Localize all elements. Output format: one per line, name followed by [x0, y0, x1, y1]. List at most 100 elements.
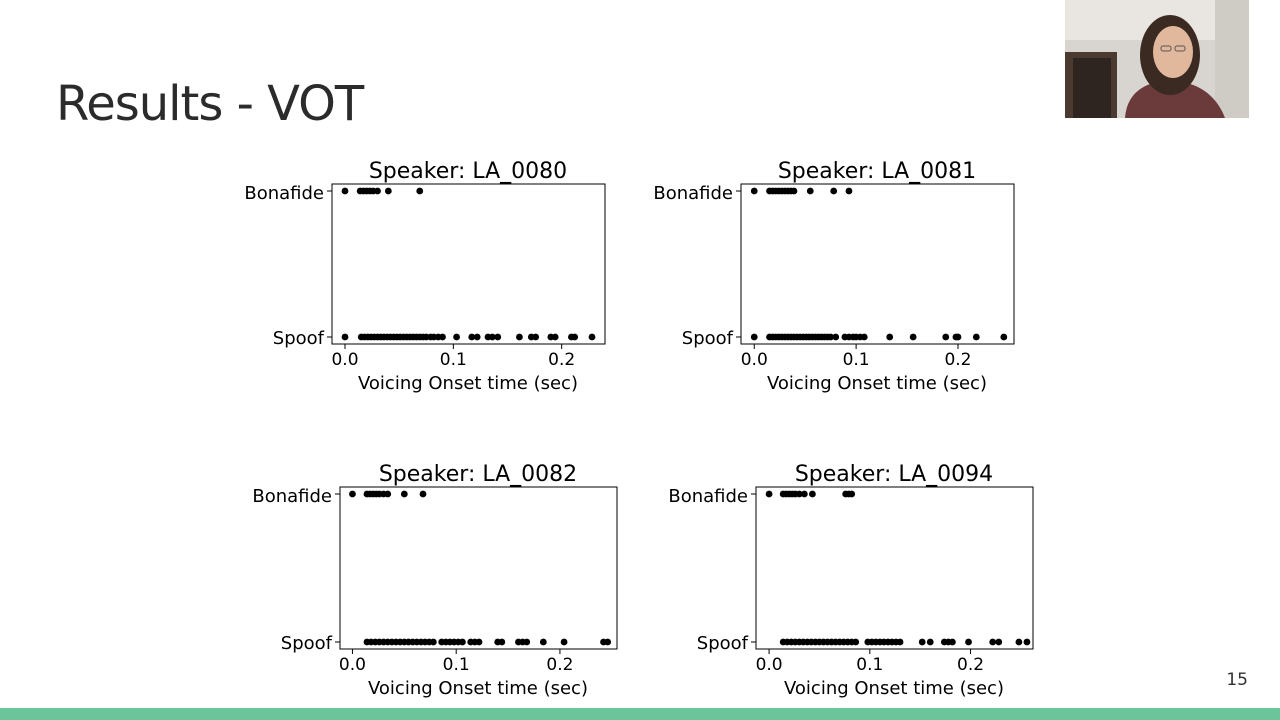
- x-tick-label: 0.2: [546, 655, 573, 675]
- spoof-point: [439, 333, 446, 341]
- x-ticks: 0.0 0.1 0.2: [751, 493, 984, 675]
- x-ticks: 0.0 0.1 0.2: [736, 190, 971, 370]
- spoof-point: [468, 333, 476, 341]
- spoof-point: [886, 333, 894, 341]
- data-points: [765, 490, 1031, 646]
- x-axis-label: Voicing Onset time (sec): [767, 373, 987, 394]
- plot-frame: [740, 183, 1015, 345]
- spoof-point: [488, 333, 496, 341]
- x-tick-label: 0.1: [843, 350, 870, 370]
- presenter-webcam-image: [1065, 0, 1249, 118]
- chart-la-0081: Speaker: LA_0081 Bonafide Spoof 0.0 0.1 0.…: [653, 159, 1015, 394]
- presenter-webcam-video: [1065, 0, 1249, 118]
- spoof-point: [1015, 638, 1023, 646]
- bonafide-point: [341, 187, 349, 195]
- chart-title: Speaker: LA_0082: [379, 462, 577, 487]
- spoof-point: [571, 333, 579, 341]
- bonafide-point: [384, 187, 392, 195]
- spoof-point: [604, 638, 612, 646]
- chart-title: Speaker: LA_0080: [369, 159, 567, 184]
- chart-la-0080: Speaker: LA_0080 Bonafide Spoof 0.0 0.1 0.…: [244, 159, 606, 394]
- spoof-point: [949, 638, 956, 646]
- x-tick-label: 0.0: [331, 350, 358, 370]
- spoof-point: [588, 333, 596, 341]
- spoof-point: [475, 638, 483, 646]
- slide-number: 15: [1226, 670, 1248, 690]
- y-tick-label-bonafide: Bonafide: [244, 183, 324, 204]
- bonafide-point: [848, 490, 856, 498]
- y-tick-label-spoof: Spoof: [273, 328, 325, 349]
- spoof-point: [1023, 638, 1031, 646]
- data-points: [341, 187, 596, 341]
- x-tick-label: 0.1: [443, 655, 470, 675]
- y-tick-label-spoof: Spoof: [682, 328, 734, 349]
- chart-la-0082: Speaker: LA_0082 Bonafide Spoof 0.0 0.1 0.…: [252, 462, 618, 699]
- x-tick-label: 0.1: [856, 655, 883, 675]
- spoof-point: [827, 333, 835, 341]
- y-tick-label-bonafide: Bonafide: [668, 486, 748, 507]
- x-axis-label: Voicing Onset time (sec): [784, 678, 1004, 699]
- spoof-point: [341, 333, 349, 341]
- x-tick-label: 0.2: [957, 655, 984, 675]
- bonafide-point: [750, 187, 758, 195]
- bonafide-point: [419, 490, 427, 498]
- slide-title: Results - VOT: [56, 76, 364, 132]
- spoof-point: [860, 333, 868, 341]
- spoof-point: [954, 333, 962, 341]
- x-ticks: 0.0 0.1 0.2: [327, 190, 575, 370]
- y-tick-label-bonafide: Bonafide: [252, 486, 332, 507]
- data-points: [750, 187, 1008, 341]
- x-tick-label: 0.2: [548, 350, 575, 370]
- bonafide-point: [806, 187, 814, 195]
- spoof-point: [473, 333, 481, 341]
- x-tick-label: 0.0: [741, 350, 768, 370]
- spoof-point: [918, 638, 926, 646]
- spoof-point: [942, 333, 950, 341]
- spoof-point: [750, 333, 758, 341]
- spoof-point: [989, 638, 997, 646]
- spoof-point: [539, 638, 547, 646]
- bonafide-point: [809, 490, 816, 498]
- spoof-point: [453, 333, 460, 341]
- bonafide-point: [416, 187, 424, 195]
- x-tick-label: 0.2: [944, 350, 971, 370]
- bonafide-point: [384, 490, 392, 498]
- spoof-point: [926, 638, 934, 646]
- spoof-point: [498, 638, 506, 646]
- spoof-point: [852, 638, 860, 646]
- spoof-point: [972, 333, 980, 341]
- chart-la-0094: Speaker: LA_0094 Bonafide Spoof 0.0 0.1 0.…: [668, 462, 1034, 699]
- spoof-point: [429, 638, 437, 646]
- bonafide-point: [790, 187, 798, 195]
- spoof-point: [516, 333, 523, 341]
- bonafide-point: [349, 490, 356, 498]
- spoof-point: [494, 333, 502, 341]
- y-tick-label-spoof: Spoof: [281, 633, 333, 654]
- bonafide-point: [374, 187, 381, 195]
- y-tick-label-bonafide: Bonafide: [653, 183, 733, 204]
- spoof-point: [523, 638, 531, 646]
- accent-bar: [0, 708, 1280, 720]
- bonafide-point: [765, 490, 773, 498]
- plot-frame: [755, 486, 1034, 650]
- spoof-point: [896, 638, 904, 646]
- chart-title: Speaker: LA_0081: [778, 159, 976, 184]
- spoof-point: [909, 333, 917, 341]
- bonafide-point: [845, 187, 853, 195]
- spoof-point: [995, 638, 1003, 646]
- data-points: [349, 490, 612, 646]
- plot-frame: [339, 486, 618, 650]
- spoof-point: [551, 333, 559, 341]
- spoof-point: [965, 638, 972, 646]
- plot-frame: [331, 183, 606, 345]
- x-tick-label: 0.0: [339, 655, 366, 675]
- spoof-point: [560, 638, 568, 646]
- bonafide-point: [800, 490, 808, 498]
- bonafide-point: [400, 490, 408, 498]
- spoof-point: [832, 333, 840, 341]
- spoof-point: [459, 638, 466, 646]
- bonafide-point: [830, 187, 838, 195]
- spoof-point: [532, 333, 540, 341]
- x-axis-label: Voicing Onset time (sec): [368, 678, 588, 699]
